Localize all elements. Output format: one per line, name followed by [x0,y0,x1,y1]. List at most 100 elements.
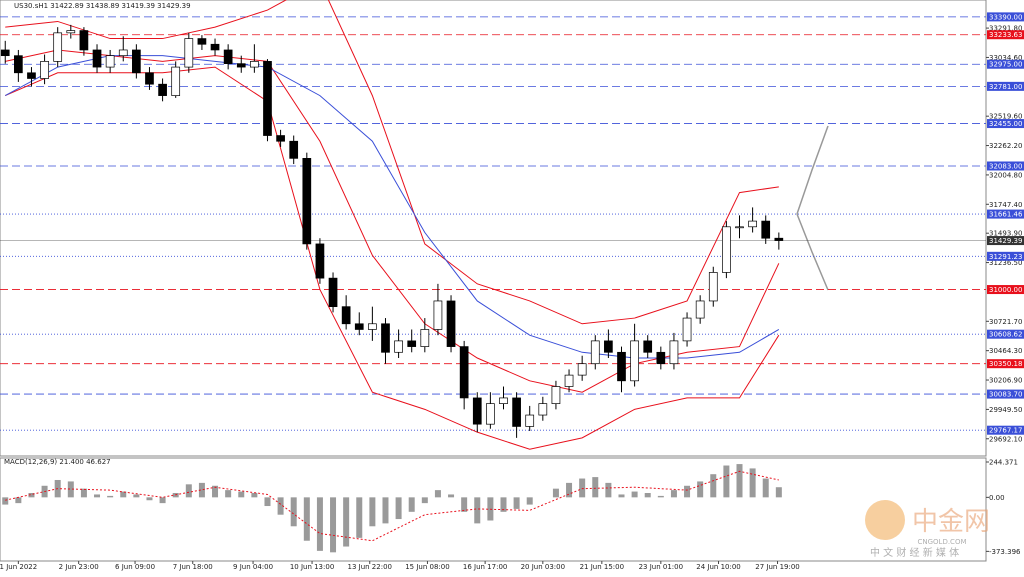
candle-body [354,323,364,330]
candle-body [27,72,36,79]
macd-bar [146,497,153,501]
macd-bar [670,490,677,498]
candle-body [236,63,246,68]
level-tag [987,389,1024,399]
macd-bar [107,495,114,498]
macd-bar [710,474,717,498]
level-tag [987,161,1024,171]
watermark-site: CNGOLD.COM [917,538,966,546]
macd-bar [159,497,166,504]
y-tick-label: 30721.70 [989,318,1022,326]
candle-body [486,403,495,425]
macd-bar [762,478,769,498]
macd-bar [290,497,297,527]
candle-body [551,386,561,404]
macd-bar [382,497,389,524]
candle-body [446,300,456,347]
macd-bar [697,481,704,498]
level-label: 30083.70 [989,391,1022,399]
x-tick-label: 21 Jun 15:00 [580,563,624,571]
macd-bar [566,482,573,498]
macd-bar [198,482,205,498]
candle-body [577,363,587,376]
level-label: 33390.00 [989,13,1022,21]
macd-bar [513,497,520,509]
macd-bar [94,494,101,498]
x-tick-label: 6 Jun 09:00 [115,563,155,571]
level-label: 32781.00 [989,83,1022,91]
y-tick-label: 32004.80 [989,171,1022,179]
macd-bar [579,478,586,498]
candle-body [276,135,285,142]
level-tag [987,236,1024,246]
macd-bar [330,497,337,553]
candle-body [341,306,351,325]
macd-bar [80,488,87,498]
candle-body [118,49,128,57]
candle-body [132,49,141,74]
candle-body [197,38,207,45]
candle-body [92,49,102,68]
level-tag [987,12,1024,22]
candle-body [145,72,154,85]
macd-bar [185,484,192,498]
macd-bar [408,497,415,512]
level-tag [987,359,1024,369]
macd-bar [28,493,35,498]
candle-body [171,66,181,96]
x-tick-label: 2 Jun 23:00 [59,563,99,571]
candle-body [735,226,744,229]
x-tick-label: 1 Jun 2022 [0,563,37,571]
y-tick-label: 31493.90 [989,230,1022,238]
x-tick-label: 23 Jun 01:00 [639,563,683,571]
candle-body [14,55,23,74]
level-tag [987,81,1024,91]
macd-bar [552,488,559,498]
y-tick-label: 33291.80 [989,25,1022,33]
candle-body [604,340,613,353]
candle-body [748,220,757,228]
candle-body [158,83,167,96]
candle-body [564,374,574,387]
macd-bar [15,497,22,504]
level-tag [987,425,1024,435]
macd-bar [67,481,74,498]
macd-bar [461,497,468,512]
macd-bar [631,491,638,498]
candle-body [105,55,115,68]
y-tick-label: 29692.10 [989,435,1022,443]
macd-bar [395,497,402,520]
level-tag [987,329,1024,339]
watermark-brand: 中金网 [912,507,990,537]
x-tick-label: 9 Jun 04:00 [233,563,273,571]
candle-body [250,61,259,68]
macd-bar [225,490,232,498]
level-label: 31000.00 [989,286,1022,294]
macd-bar [775,487,782,498]
candle-body [656,351,666,365]
level-label: 32975.00 [989,61,1022,69]
macd-bar [448,494,455,498]
macd-bar [526,497,533,505]
level-label: 29767.17 [989,427,1022,435]
candle-body [184,38,194,68]
y-tick-label: 30464.30 [989,347,1022,355]
candle-body [538,403,548,416]
macd-bar [605,482,612,498]
candle-body [761,220,771,239]
macd-bar [120,491,127,498]
x-tick-label: 13 Jun 22:00 [348,563,392,571]
macd-bar [277,497,284,515]
level-tag [987,119,1024,129]
level-tag [987,30,1024,40]
macd-bar [434,490,441,498]
candle-body [40,61,49,79]
macd-bar [644,493,651,498]
macd-bar [316,497,323,551]
y-tick-label: 29949.50 [989,406,1022,414]
trend-arrows [796,125,829,291]
candle-body [328,277,338,308]
candle-body [708,272,718,302]
level-tag [987,285,1024,295]
